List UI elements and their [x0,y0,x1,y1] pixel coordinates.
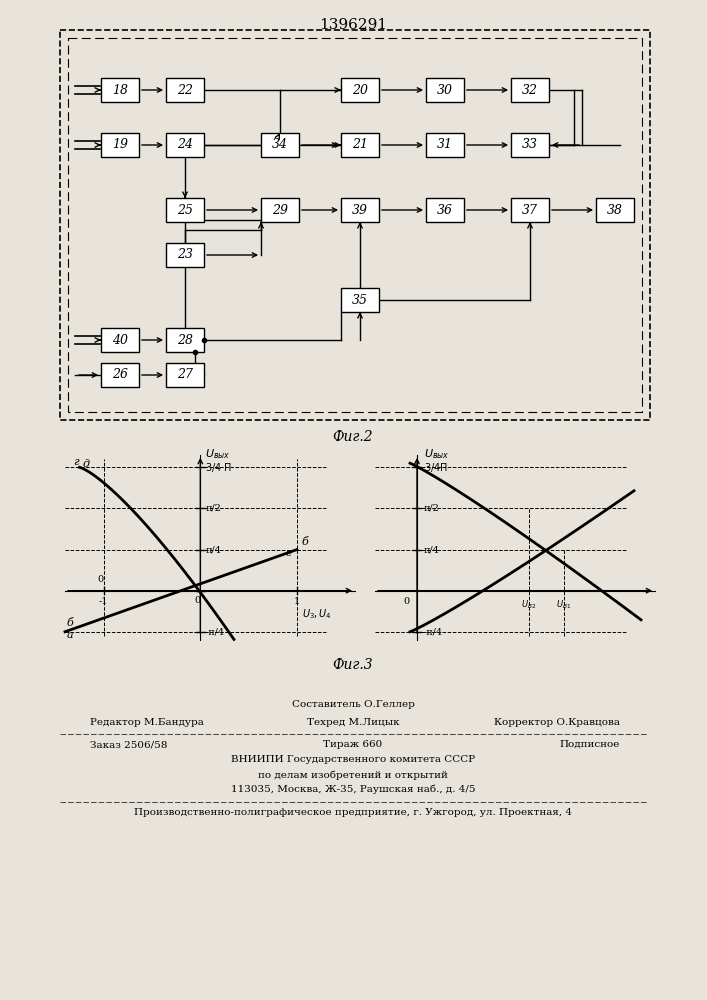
Text: 35: 35 [352,294,368,306]
Text: Фиг.3: Фиг.3 [333,658,373,672]
Text: 20: 20 [352,84,368,97]
Text: π/4: π/4 [205,545,221,554]
Bar [511,133,549,157]
Text: 26: 26 [112,368,128,381]
Bar [341,78,379,102]
Text: Составитель О.Геллер: Составитель О.Геллер [291,700,414,709]
Text: 1: 1 [294,597,300,606]
Bar [426,133,464,157]
Text: 0: 0 [194,596,200,605]
Text: Заказ 2506/58: Заказ 2506/58 [90,740,168,749]
Text: 0: 0 [404,597,410,606]
Text: а: а [67,630,74,640]
Text: $U_3,U_4$: $U_3,U_4$ [302,607,332,621]
Text: б: б [67,618,74,628]
Bar [261,133,299,157]
Text: $U_{B2}$: $U_{B2}$ [521,599,537,611]
Bar [511,78,549,102]
Text: 19: 19 [112,138,128,151]
Text: -π/4: -π/4 [424,627,443,636]
Text: π/2: π/2 [205,504,221,513]
Text: 27: 27 [177,368,193,381]
Bar [101,363,139,387]
Text: 30: 30 [437,84,453,97]
Text: -1: -1 [99,597,108,606]
Bar [166,328,204,352]
Text: π/4: π/4 [424,545,440,554]
Text: 29: 29 [272,204,288,217]
Bar [596,198,634,222]
Bar [341,198,379,222]
Text: 36: 36 [437,204,453,217]
Text: 21: 21 [352,138,368,151]
Text: $U_{B1}$: $U_{B1}$ [556,599,572,611]
Bar [166,198,204,222]
Bar [166,133,204,157]
Bar [341,288,379,312]
Text: Техред М.Лицык: Техред М.Лицык [307,718,399,727]
Text: б: б [302,537,308,547]
Bar [101,328,139,352]
Bar [341,133,379,157]
Text: 113035, Москва, Ж-35, Раушская наб., д. 4/5: 113035, Москва, Ж-35, Раушская наб., д. … [230,785,475,794]
Bar [166,243,204,267]
Bar [426,78,464,102]
Text: Производственно-полиграфическое предприятие, г. Ужгород, ул. Проектная, 4: Производственно-полиграфическое предприя… [134,808,572,817]
Text: 22: 22 [177,84,193,97]
Text: 33: 33 [522,138,538,151]
Text: 40: 40 [112,334,128,347]
Bar [101,133,139,157]
Text: по делам изобретений и открытий: по делам изобретений и открытий [258,770,448,780]
Text: д: д [83,459,89,469]
Bar [426,198,464,222]
Text: π/2: π/2 [424,504,440,513]
Text: 37: 37 [522,204,538,217]
Text: 38: 38 [607,204,623,217]
Bar [261,198,299,222]
Text: 32: 32 [522,84,538,97]
Text: -π/4: -π/4 [205,627,224,636]
Text: Корректор О.Кравцова: Корректор О.Кравцова [494,718,620,727]
Text: 28: 28 [177,334,193,347]
Text: 1396291: 1396291 [319,18,387,32]
Bar [101,78,139,102]
Text: 34: 34 [272,138,288,151]
Text: 18: 18 [112,84,128,97]
Text: 0: 0 [98,576,104,584]
Text: Редактор М.Бандура: Редактор М.Бандура [90,718,204,727]
Text: 31: 31 [437,138,453,151]
Text: 39: 39 [352,204,368,217]
Text: ВНИИПИ Государственного комитета СССР: ВНИИПИ Государственного комитета СССР [231,755,475,764]
Bar [60,30,650,420]
Text: 25: 25 [177,204,193,217]
Text: Подписное: Подписное [560,740,620,749]
Bar [166,363,204,387]
Text: $U_{вых}$: $U_{вых}$ [424,447,450,461]
Bar [511,198,549,222]
Text: $3/4Π$: $3/4Π$ [424,461,448,474]
Text: Тираж 660: Тираж 660 [323,740,382,749]
Text: 23: 23 [177,248,193,261]
Text: г: г [73,457,78,467]
Text: Фиг.2: Фиг.2 [333,430,373,444]
Text: $U_{вых}$: $U_{вых}$ [205,447,230,461]
Text: е: е [286,548,292,558]
Bar [68,38,642,412]
Text: 24: 24 [177,138,193,151]
Bar [166,78,204,102]
Text: $3/4·Π$: $3/4·Π$ [205,461,233,474]
